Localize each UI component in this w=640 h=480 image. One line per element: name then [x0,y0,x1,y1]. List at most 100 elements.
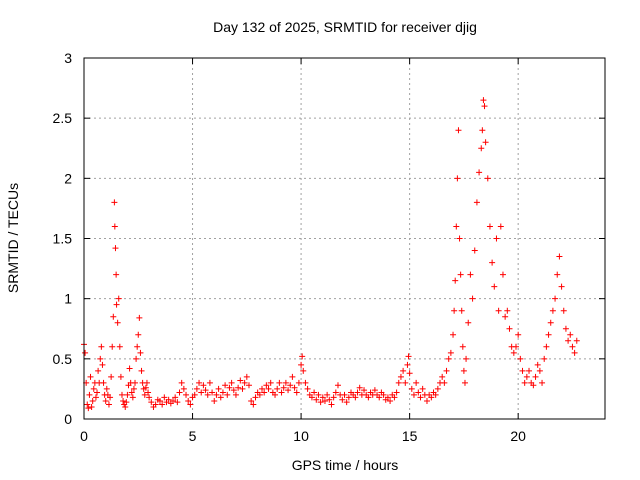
data-point [82,349,89,356]
data-point [400,367,407,374]
data-point [98,343,105,350]
data-point [457,271,464,278]
data-point [196,379,203,386]
data-point [459,343,466,350]
data-point [272,391,279,398]
data-point [191,391,198,398]
data-point [165,396,172,403]
data-point [313,396,320,403]
data-point [217,394,224,401]
data-point [287,382,294,389]
data-point [224,391,231,398]
data-point [100,379,107,386]
x-tick-label: 20 [510,428,526,444]
data-point [345,394,352,401]
data-point [159,401,166,408]
y-tick-label: 2 [64,170,72,186]
data-point [341,391,348,398]
data-point [441,379,448,386]
data-point [523,373,530,380]
data-point [413,379,420,386]
data-point [108,373,115,380]
data-point [274,385,281,392]
data-point [105,401,112,408]
data-point [282,379,289,386]
data-point [228,379,235,386]
data-point [334,382,341,389]
data-point [453,223,460,230]
data-point [384,394,391,401]
x-tick-label: 0 [80,428,88,444]
data-point [534,361,541,368]
data-point [354,389,361,396]
x-tick-label: 10 [293,428,309,444]
data-point [117,373,124,380]
data-point [451,307,458,314]
data-point [515,331,522,338]
data-point [138,367,145,374]
data-point [263,382,270,389]
data-point [128,389,135,396]
data-point [152,401,159,408]
data-point [204,391,211,398]
data-point [235,384,242,391]
data-point [465,319,472,326]
data-point [482,139,489,146]
data-point [562,325,569,332]
data-point [110,313,117,320]
data-point [541,355,548,362]
data-point [476,169,483,176]
data-point [170,397,177,404]
data-point [361,387,368,394]
data-point [124,391,131,398]
data-point [113,301,120,308]
data-point [89,397,96,404]
data-point [99,361,106,368]
data-point [461,379,468,386]
data-point [532,373,539,380]
data-point [565,337,572,344]
data-point [450,331,457,338]
data-point [376,394,383,401]
data-point [193,385,200,392]
data-point [423,397,430,404]
data-point [365,394,372,401]
chart-title: Day 132 of 2025, SRMTID for receiver dji… [213,19,477,35]
data-point [211,397,218,404]
data-point [406,370,413,377]
data-point [299,353,306,360]
data-point [259,385,266,392]
data-point [521,379,528,386]
data-point [324,391,331,398]
y-axis-label: SRMTID / TECUs [5,183,21,293]
data-point [543,343,550,350]
data-point [408,385,415,392]
y-tick-label: 2.5 [53,110,73,126]
data-point [112,245,119,252]
data-point [439,373,446,380]
data-point [481,103,488,110]
data-point [517,355,524,362]
data-point [554,271,561,278]
data-point [497,223,504,230]
data-point [136,314,143,321]
data-point [567,331,574,338]
x-tick-label: 15 [402,428,418,444]
data-point [141,391,148,398]
data-point [133,355,140,362]
data-point [200,382,207,389]
data-point [261,389,268,396]
data-point [326,396,333,403]
data-point [510,349,517,356]
data-point [549,307,556,314]
data-point [187,401,194,408]
data-point [126,365,133,372]
data-point [491,283,498,290]
data-point [405,353,412,360]
data-point [311,389,318,396]
data-point [467,271,474,278]
data-point [445,355,452,362]
data-point [198,389,205,396]
data-point [452,277,459,284]
